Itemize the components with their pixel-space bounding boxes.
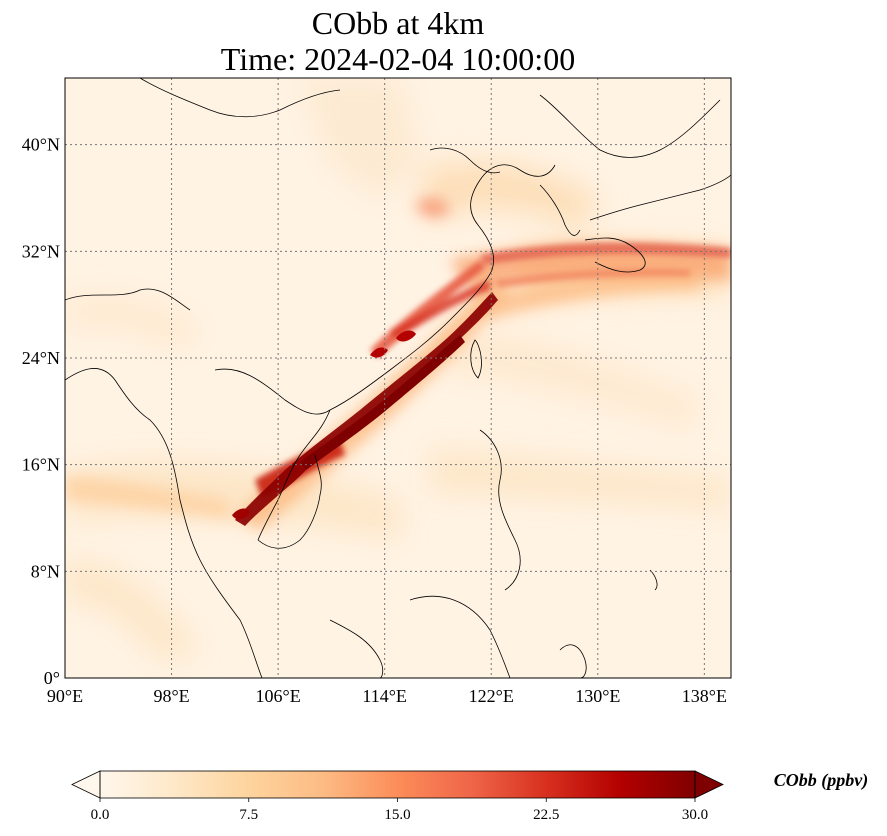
map-title-line-2: Time: 2024-02-04 10:00:00 — [220, 41, 576, 77]
longitude-tick-label: 114°E — [362, 686, 407, 706]
cobb-concentration-field — [65, 78, 731, 678]
longitude-tick-label: 138°E — [682, 686, 727, 706]
latitude-tick-label: 16°N — [22, 455, 60, 475]
longitude-tick-label: 130°E — [575, 686, 620, 706]
colorbar-tick-label: 22.5 — [533, 807, 559, 823]
longitude-tick-label: 106°E — [256, 686, 301, 706]
colorbar-tick-labels: 0.0 7.5 15.0 22.5 30.0 — [91, 798, 708, 823]
longitude-tick-labels: 90°E 98°E 106°E 114°E 122°E 130°E 138°E — [47, 686, 727, 706]
coastlines-and-borders — [65, 78, 731, 678]
longitude-tick-label: 122°E — [469, 686, 514, 706]
colorbar-label: CObb (ppbv) — [773, 770, 869, 790]
latitude-tick-label: 24°N — [22, 348, 60, 368]
colorbar-tick-label: 7.5 — [239, 807, 258, 823]
longitude-tick-label: 98°E — [153, 686, 189, 706]
colorbar: 0.0 7.5 15.0 22.5 30.0 — [71, 770, 724, 823]
latitude-tick-label: 40°N — [22, 135, 60, 155]
colorbar-tick-label: 30.0 — [682, 807, 708, 823]
colorbar-gradient — [100, 771, 695, 798]
latitude-tick-label: 32°N — [22, 241, 60, 261]
longitude-tick-label: 90°E — [47, 686, 83, 706]
colorbar-tick-label: 0.0 — [91, 807, 110, 823]
map-gridlines — [65, 78, 731, 678]
map-title-line-1: CObb at 4km — [311, 5, 485, 41]
colorbar-extend-max — [694, 770, 724, 799]
latitude-tick-label: 8°N — [31, 561, 60, 581]
colorbar-extend-min — [71, 770, 101, 799]
latitude-tick-labels: 0° 8°N 16°N 24°N 32°N 40°N — [22, 135, 60, 688]
colorbar-tick-label: 15.0 — [384, 807, 410, 823]
latitude-tick-label: 0° — [44, 668, 60, 688]
map-frame — [64, 77, 732, 679]
